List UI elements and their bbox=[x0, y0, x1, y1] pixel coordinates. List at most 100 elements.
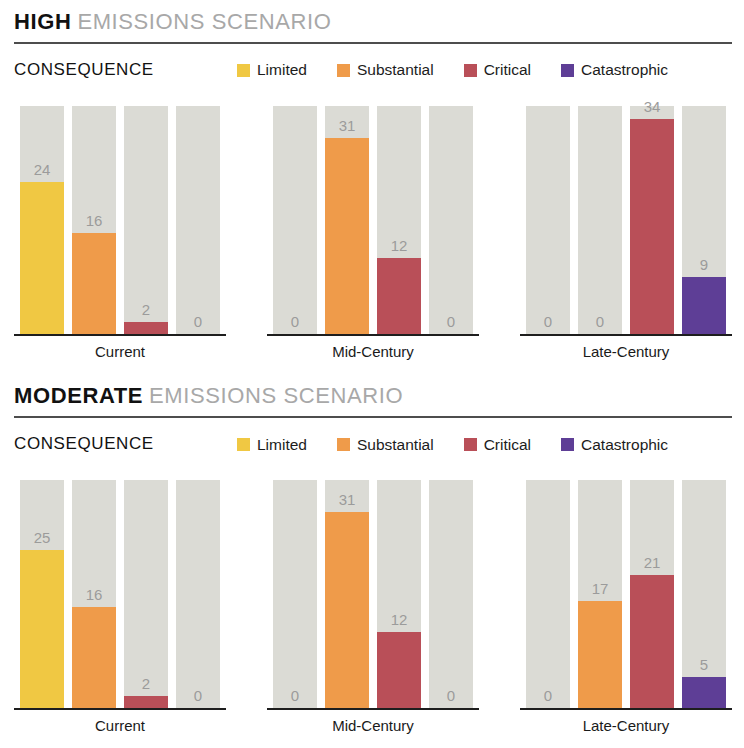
bar-track-catastrophic: 0 bbox=[176, 106, 220, 334]
bar-cluster: 25 16 20 bbox=[14, 480, 226, 710]
bar-cluster: 0 31 12 0 bbox=[267, 106, 479, 336]
bar-fill-substantial bbox=[578, 601, 622, 709]
bar-track-substantial: 16 bbox=[72, 480, 116, 708]
bar-value-label: 0 bbox=[176, 314, 220, 329]
bar-value-label: 16 bbox=[72, 213, 116, 228]
section-title: HIGHEMISSIONS SCENARIO bbox=[14, 10, 732, 44]
bar-track-limited: 0 bbox=[273, 480, 317, 708]
bar-value-label: 0 bbox=[429, 314, 473, 329]
category-label: Current bbox=[14, 717, 226, 734]
bar-track-critical: 2 bbox=[124, 480, 168, 708]
bar-fill-substantial bbox=[72, 607, 116, 708]
bar-fill-substantial bbox=[325, 512, 369, 708]
scenario-section-moderate: MODERATEEMISSIONS SCENARIO CONSEQUENCELim… bbox=[14, 384, 732, 734]
legend-item-label: Limited bbox=[257, 62, 307, 78]
bar-cluster: 00 34 9 bbox=[520, 106, 732, 336]
bar-value-label: 0 bbox=[526, 314, 570, 329]
bar-value-label: 2 bbox=[124, 676, 168, 691]
bar-value-label: 0 bbox=[578, 314, 622, 329]
bar-fill-catastrophic bbox=[682, 677, 726, 709]
bar-value-label: 9 bbox=[682, 257, 726, 272]
legend-item-label: Catastrophic bbox=[581, 437, 668, 453]
bar-track-limited: 0 bbox=[526, 480, 570, 708]
bar-track-catastrophic: 0 bbox=[429, 480, 473, 708]
bar-value-label: 12 bbox=[377, 238, 421, 253]
bar-fill-substantial bbox=[72, 233, 116, 334]
bar-value-label: 5 bbox=[682, 657, 726, 672]
scenario-section-high: HIGHEMISSIONS SCENARIOCONSEQUENCELimited… bbox=[14, 10, 732, 360]
bar-track-critical: 21 bbox=[630, 480, 674, 708]
consequence-label: CONSEQUENCE bbox=[14, 434, 237, 454]
bar-track-critical: 12 bbox=[377, 106, 421, 334]
bar-value-label: 31 bbox=[325, 492, 369, 507]
legend-item-catastrophic: Catastrophic bbox=[561, 62, 668, 78]
charts-row: 241620Current031120Mid-Century00349Late-… bbox=[14, 106, 732, 360]
chart-group-mid-century: 031120Mid-Century bbox=[267, 480, 479, 734]
infographic-canvas: HIGHEMISSIONS SCENARIOCONSEQUENCELimited… bbox=[0, 0, 744, 748]
bar-fill-limited bbox=[20, 182, 64, 334]
bar-track-critical: 12 bbox=[377, 480, 421, 708]
legend-swatch-critical bbox=[464, 438, 477, 451]
chart-group-mid-century: 031120Mid-Century bbox=[267, 106, 479, 360]
legend-swatch-substantial bbox=[337, 64, 350, 77]
legend-item-label: Critical bbox=[484, 437, 531, 453]
legend-item-label: Substantial bbox=[357, 437, 434, 453]
legend-swatch-limited bbox=[237, 64, 250, 77]
legend-item-label: Catastrophic bbox=[581, 62, 668, 78]
chart-group-late-century: 00349Late-Century bbox=[520, 106, 732, 360]
bar-value-label: 31 bbox=[325, 118, 369, 133]
legend-item-catastrophic: Catastrophic bbox=[561, 437, 668, 453]
legend-swatch-limited bbox=[237, 438, 250, 451]
bar-track-substantial: 31 bbox=[325, 106, 369, 334]
bar-track-substantial: 16 bbox=[72, 106, 116, 334]
bar-track-substantial: 0 bbox=[578, 106, 622, 334]
bar-track-catastrophic: 5 bbox=[682, 480, 726, 708]
legend-swatch-catastrophic bbox=[561, 438, 574, 451]
bar-cluster: 0 31 12 0 bbox=[267, 480, 479, 710]
bar-track-substantial: 17 bbox=[578, 480, 622, 708]
legend-swatch-catastrophic bbox=[561, 64, 574, 77]
bar-fill-critical bbox=[124, 322, 168, 335]
legend-items: Limited Substantial Critical Catastrophic bbox=[237, 62, 668, 78]
bar-track-catastrophic: 0 bbox=[176, 480, 220, 708]
chart-group-current: 24 16 20 Current bbox=[14, 106, 226, 360]
bar-fill-critical bbox=[377, 258, 421, 334]
bar-value-label: 17 bbox=[578, 581, 622, 596]
bar-track-limited: 0 bbox=[526, 106, 570, 334]
legend-item-substantial: Substantial bbox=[337, 62, 434, 78]
legend-item-substantial: Substantial bbox=[337, 437, 434, 453]
bar-value-label: 34 bbox=[630, 99, 674, 114]
bar-value-label: 25 bbox=[20, 530, 64, 545]
bar-track-limited: 0 bbox=[273, 106, 317, 334]
legend-item-label: Substantial bbox=[357, 62, 434, 78]
chart-group-current: 25 16 20 Current bbox=[14, 480, 226, 734]
bar-fill-substantial bbox=[325, 138, 369, 334]
legend-item-limited: Limited bbox=[237, 437, 307, 453]
bar-track-limited: 25 bbox=[20, 480, 64, 708]
category-label: Current bbox=[14, 343, 226, 360]
section-title-emphasis: HIGH bbox=[14, 9, 71, 34]
legend-item-critical: Critical bbox=[464, 62, 531, 78]
bar-fill-limited bbox=[20, 550, 64, 708]
bar-cluster: 0 17 21 5 bbox=[520, 480, 732, 710]
legend-item-critical: Critical bbox=[464, 437, 531, 453]
charts-row: 251620Current031120Mid-Century017215Late… bbox=[14, 480, 732, 734]
section-title: MODERATEEMISSIONS SCENARIO bbox=[14, 384, 732, 418]
bar-track-catastrophic: 9 bbox=[682, 106, 726, 334]
legend-item-label: Critical bbox=[484, 62, 531, 78]
bar-value-label: 24 bbox=[20, 162, 64, 177]
bar-value-label: 0 bbox=[273, 688, 317, 703]
bar-value-label: 2 bbox=[124, 302, 168, 317]
bar-track-limited: 24 bbox=[20, 106, 64, 334]
legend-swatch-critical bbox=[464, 64, 477, 77]
consequence-label: CONSEQUENCE bbox=[14, 60, 237, 80]
bar-track-critical: 34 bbox=[630, 106, 674, 334]
bar-value-label: 16 bbox=[72, 587, 116, 602]
legend-item-limited: Limited bbox=[237, 62, 307, 78]
bar-value-label: 0 bbox=[526, 688, 570, 703]
bar-value-label: 12 bbox=[377, 612, 421, 627]
bar-fill-critical bbox=[630, 119, 674, 334]
section-title-rest: EMISSIONS SCENARIO bbox=[77, 9, 331, 34]
bar-fill-critical bbox=[124, 696, 168, 709]
bar-value-label: 0 bbox=[273, 314, 317, 329]
